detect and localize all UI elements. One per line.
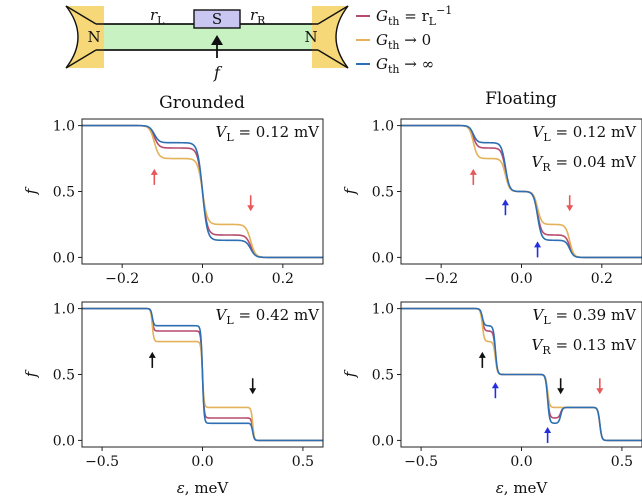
legend-text-zero: Gth → 0 — [376, 31, 431, 52]
x-tick-label: 0.5 — [611, 454, 633, 470]
y-tick-label: 0.5 — [53, 185, 75, 201]
voltage-annotation: VL = 0.39 mV — [533, 306, 638, 327]
series-line-2 — [82, 307, 323, 442]
y-axis-label: f — [22, 186, 40, 195]
panel-grounded-bottom: −0.5 0.0 0.5 0.0 0.5 1.0 f ε, meV VL = 0.42 mV — [22, 301, 324, 497]
legend: Gth = rL−1 Gth → 0 Gth → ∞ — [356, 4, 452, 76]
x-tick-label: −0.5 — [404, 454, 438, 470]
voltage-annotation: VL = 0.42 mV — [216, 306, 321, 327]
voltage-annotation: VL = 0.12 mV — [216, 123, 321, 144]
y-tick-label: 0.5 — [372, 368, 394, 384]
superconductor-label: S — [212, 10, 222, 28]
x-tick-label: −0.2 — [424, 271, 458, 287]
x-tick-label: 0.0 — [510, 454, 532, 470]
voltage-annotation: VR = 0.13 mV — [532, 336, 638, 357]
voltage-annotation: VR = 0.04 mV — [532, 153, 638, 174]
step-arrow-up — [544, 427, 552, 444]
step-arrow-up — [478, 351, 486, 368]
step-arrow-down — [566, 195, 574, 212]
legend-text-matched: Gth = rL−1 — [376, 4, 452, 28]
left-lead-label: N — [87, 28, 100, 46]
step-arrow-up — [501, 199, 509, 216]
x-tick-label: 0.0 — [191, 454, 213, 470]
legend-entry-zero: Gth → 0 — [356, 31, 431, 52]
x-axis-label: ε, meV — [177, 479, 230, 497]
panel-grounded-top: −0.2 0.0 0.2 0.0 0.5 1.0 f VL = 0.12 mV — [22, 118, 324, 287]
right-lead-outline — [335, 5, 349, 69]
voltage-annotation: VL = 0.12 mV — [533, 123, 638, 144]
y-tick-label: 1.0 — [53, 302, 75, 318]
series-line-2 — [401, 307, 642, 442]
y-tick-label: 0.0 — [372, 250, 394, 266]
x-tick-label: 0.2 — [591, 271, 613, 287]
y-axis-label: f — [341, 369, 359, 378]
x-tick-label: −0.2 — [105, 271, 139, 287]
column-title-grounded: Grounded — [159, 93, 245, 113]
step-arrow-down — [249, 378, 257, 395]
step-arrow-down — [596, 378, 604, 395]
r-right-label: rR — [250, 6, 266, 27]
y-axis-label: f — [341, 186, 359, 195]
r-left-label: rL — [150, 6, 165, 27]
step-arrow-down — [557, 378, 565, 395]
x-tick-label: −0.5 — [85, 454, 119, 470]
left-lead-outline — [65, 5, 79, 69]
y-tick-label: 0.0 — [53, 433, 75, 449]
x-tick-label: 0.5 — [292, 454, 314, 470]
column-title-floating: Floating — [485, 89, 557, 109]
panel-floating-top: −0.2 0.0 0.2 0.0 0.5 1.0 f VL = 0.12 mV VR = 0.0… — [341, 118, 642, 287]
step-arrow-up — [491, 382, 499, 399]
series-line-2 — [401, 124, 642, 259]
x-tick-label: 0.0 — [510, 271, 532, 287]
x-tick-label: 0.2 — [272, 271, 294, 287]
y-tick-label: 1.0 — [372, 302, 394, 318]
step-arrow-up — [148, 351, 156, 368]
y-axis-label: f — [22, 369, 40, 378]
x-tick-label: 0.0 — [191, 271, 213, 287]
panel-floating-bottom: −0.5 0.0 0.5 0.0 0.5 1.0 f ε, meV VL = 0.39 mV VR… — [341, 301, 642, 497]
series-line-2 — [82, 124, 323, 259]
device-schematic: S N N rL rR f — [65, 5, 349, 82]
legend-entry-infinity: Gth → ∞ — [356, 55, 434, 76]
superconductor-island — [193, 9, 241, 29]
right-lead-cap — [317, 5, 349, 69]
x-axis-label: ε, meV — [496, 479, 549, 497]
y-tick-label: 0.0 — [53, 250, 75, 266]
right-lead-label: N — [304, 28, 317, 46]
y-tick-label: 0.5 — [372, 185, 394, 201]
left-lead-cap — [65, 5, 97, 69]
step-arrow-up — [534, 241, 542, 258]
step-arrow-up — [150, 168, 158, 185]
legend-text-infinity: Gth → ∞ — [376, 55, 434, 76]
f-label: f — [213, 63, 223, 82]
y-tick-label: 1.0 — [372, 119, 394, 135]
y-tick-label: 0.0 — [372, 433, 394, 449]
step-arrow-down — [247, 195, 255, 212]
f-arrow-head — [211, 35, 223, 45]
y-tick-label: 1.0 — [53, 119, 75, 135]
legend-entry-matched: Gth = rL−1 — [356, 4, 452, 28]
step-arrow-up — [469, 168, 477, 185]
y-tick-label: 0.5 — [53, 368, 75, 384]
